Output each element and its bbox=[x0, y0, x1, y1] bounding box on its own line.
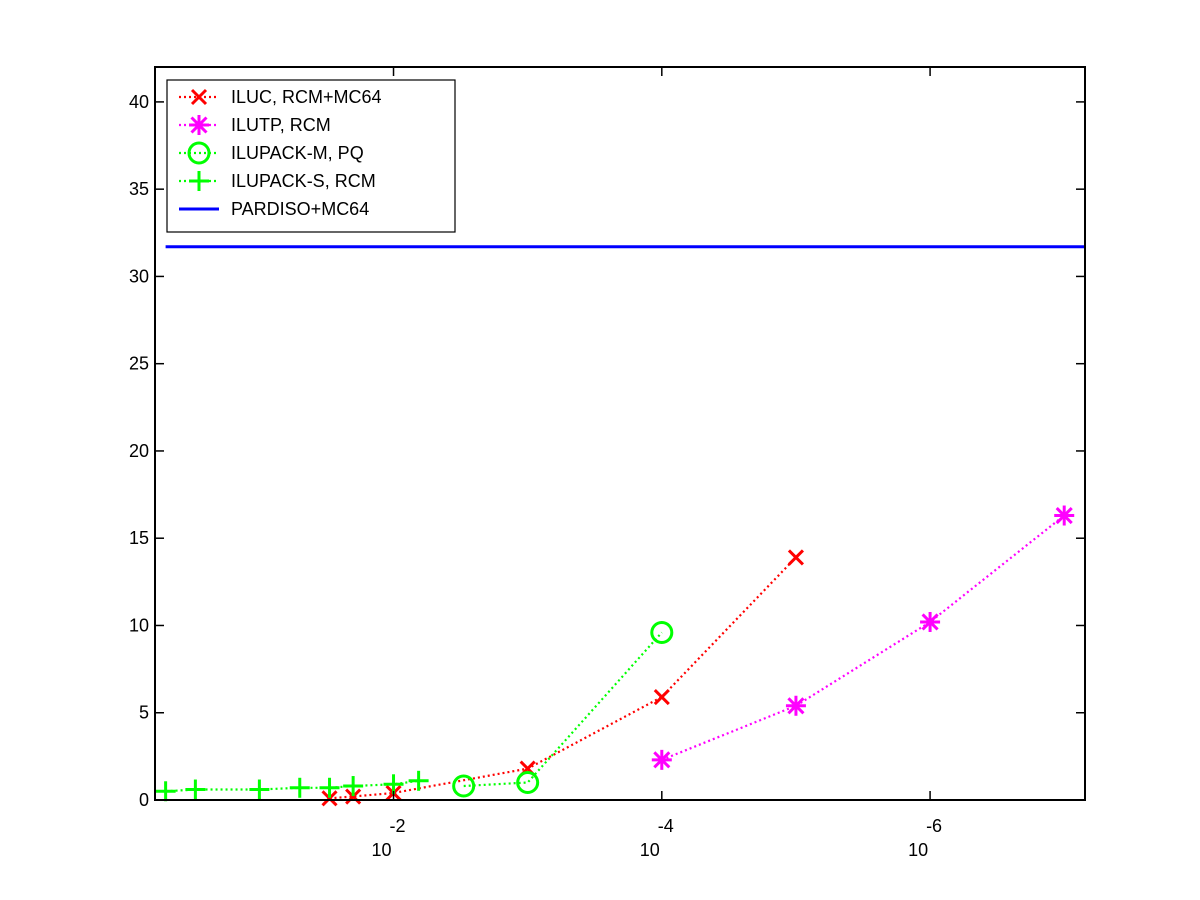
legend-entry-2: ILUPACK-M, PQ bbox=[179, 141, 364, 165]
legend-box bbox=[166, 79, 456, 233]
data-point-0-4 bbox=[653, 688, 670, 706]
data-point-3-3 bbox=[289, 777, 310, 798]
legend-marker-2 bbox=[187, 141, 211, 165]
legend: ILUC, RCM+MC64 ILUTP, RCM ILUPACK-M, PQ ILU… bbox=[166, 79, 456, 233]
data-point-1-0 bbox=[651, 749, 672, 770]
legend-label-1: ILUTP, RCM bbox=[231, 115, 331, 135]
legend-entry-3: ILUPACK-S, RCM bbox=[179, 171, 376, 191]
series-layer bbox=[155, 245, 1085, 807]
series-3 bbox=[155, 770, 429, 802]
series-1 bbox=[651, 505, 1075, 770]
data-point-0-1 bbox=[345, 788, 362, 805]
data-point-0-5 bbox=[787, 549, 805, 566]
data-point-3-6 bbox=[383, 774, 404, 795]
data-point-0-0 bbox=[321, 790, 338, 807]
legend-entry-4: PARDISO+MC64 bbox=[179, 199, 369, 219]
y-tick-label-4: 20 bbox=[129, 441, 149, 461]
legend-marker-3 bbox=[189, 171, 209, 191]
data-point-1-3 bbox=[1054, 505, 1075, 526]
legend-entry-1: ILUTP, RCM bbox=[179, 115, 331, 135]
y-tick-label-2: 10 bbox=[129, 615, 149, 635]
x-tick-label-exponent-0: -2 bbox=[390, 816, 406, 836]
data-point-3-0 bbox=[155, 781, 176, 802]
legend-entry-0: ILUC, RCM+MC64 bbox=[179, 87, 382, 107]
data-point-3-1 bbox=[185, 779, 206, 800]
y-tick-label-8: 40 bbox=[129, 92, 149, 112]
data-point-1-2 bbox=[920, 611, 941, 632]
legend-label-3: ILUPACK-S, RCM bbox=[231, 171, 376, 191]
series-2 bbox=[452, 620, 674, 798]
axes-box bbox=[154, 66, 1086, 801]
y-tick-label-6: 30 bbox=[129, 266, 149, 286]
x-tick-label-exponent-2: -6 bbox=[926, 816, 942, 836]
data-point-2-1 bbox=[516, 771, 540, 795]
x-tick-label-base-1: 10 bbox=[640, 840, 660, 860]
data-point-2-0 bbox=[452, 774, 476, 798]
legend-marker-1 bbox=[189, 115, 209, 135]
y-tick-label-3: 15 bbox=[129, 528, 149, 548]
data-point-1-1 bbox=[785, 695, 806, 716]
data-point-3-7 bbox=[408, 770, 429, 791]
data-point-3-5 bbox=[343, 776, 364, 797]
x-tick-label-base-2: 10 bbox=[908, 840, 928, 860]
legend-label-4: PARDISO+MC64 bbox=[231, 199, 369, 219]
y-tick-label-7: 35 bbox=[129, 179, 149, 199]
x-tick-label-base-0: 10 bbox=[372, 840, 392, 860]
data-point-3-4 bbox=[319, 777, 340, 798]
x-tick-label-exponent-1: -4 bbox=[658, 816, 674, 836]
axes-layer: 0 5 10 15 20 25 30 35 40 10 -2 10 -4 10 -6 bbox=[129, 66, 1086, 860]
legend-label-0: ILUC, RCM+MC64 bbox=[231, 87, 382, 107]
y-tick-label-1: 5 bbox=[139, 703, 149, 723]
y-tick-label-5: 25 bbox=[129, 354, 149, 374]
series-line-2 bbox=[463, 631, 663, 788]
data-point-2-2 bbox=[650, 620, 674, 644]
data-point-3-2 bbox=[249, 779, 270, 800]
legend-marker-0 bbox=[190, 88, 208, 106]
legend-label-2: ILUPACK-M, PQ bbox=[231, 143, 364, 163]
y-tick-label-0: 0 bbox=[139, 790, 149, 810]
